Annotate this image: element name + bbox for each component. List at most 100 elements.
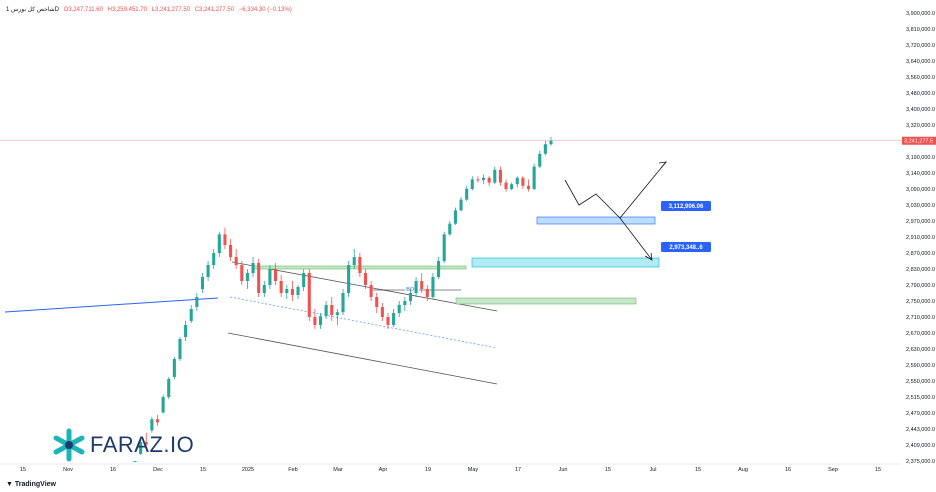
symbol-label[interactable]: شاخص کل بورس 1D — [6, 7, 59, 13]
y-tick-label: 2,590,000.0 — [906, 363, 935, 369]
candle — [538, 150, 542, 169]
cyan-zone — [471, 257, 660, 268]
candle — [347, 261, 351, 297]
candle-body — [200, 277, 205, 289]
y-tick-label: 2,515,000.0 — [906, 395, 935, 401]
candle — [510, 182, 514, 191]
candle — [318, 313, 323, 329]
candle — [470, 176, 474, 191]
long-trend-line — [4, 297, 219, 313]
y-tick-label: 2,750,000.0 — [906, 299, 935, 305]
candle-body — [144, 442, 148, 445]
candle — [498, 166, 502, 186]
candle-body — [262, 285, 266, 293]
last-price-badge — [902, 136, 936, 145]
candle — [167, 377, 171, 400]
candle — [521, 176, 525, 189]
candle-body — [510, 184, 514, 189]
candle — [459, 197, 463, 212]
x-tick-label: 2025 — [242, 467, 254, 473]
candle — [144, 432, 148, 447]
candle — [358, 253, 362, 277]
candle — [341, 289, 345, 315]
candle — [234, 249, 238, 269]
candle — [257, 259, 261, 297]
candle-body — [476, 179, 480, 181]
candle — [184, 321, 188, 341]
candle — [161, 394, 165, 414]
candle-body — [335, 312, 339, 315]
candle — [532, 163, 536, 191]
candle — [448, 221, 452, 236]
candle — [229, 239, 233, 261]
candle — [139, 439, 143, 455]
y-tick-label: 2,910,000.0 — [906, 235, 935, 241]
candle-body — [178, 339, 182, 359]
projection-path-down — [619, 217, 653, 261]
blue-zone — [536, 216, 656, 225]
y-tick-label: 2,409,000.0 — [906, 443, 935, 449]
candle — [403, 297, 407, 311]
candle-body — [437, 261, 441, 277]
candle — [189, 305, 193, 323]
candle-body — [318, 316, 323, 325]
candle-body — [195, 297, 199, 307]
candle-body — [217, 234, 221, 253]
candle-body — [245, 273, 249, 281]
x-tick-label: 15 — [200, 467, 206, 473]
y-tick-label: 3,640,000.0 — [906, 59, 935, 65]
candle-body — [358, 257, 362, 273]
candle — [543, 141, 547, 156]
candle — [324, 301, 328, 319]
candle — [296, 285, 300, 299]
tradingview-footer[interactable]: ▼ TradingView — [6, 481, 56, 488]
x-tick-label: Jul — [649, 467, 656, 473]
candle — [330, 297, 334, 321]
candle — [133, 461, 137, 462]
candle — [172, 357, 176, 379]
y-tick-label: 3,090,000.0 — [906, 187, 935, 193]
candle-body — [150, 419, 154, 431]
y-tick-label: 3,810,000.0 — [906, 27, 935, 33]
candle — [476, 176, 480, 183]
candle — [515, 176, 519, 188]
x-tick-label: Aug — [738, 467, 748, 473]
x-tick-label: Sep — [828, 467, 838, 473]
x-tick-label: Jun — [559, 467, 568, 473]
candle — [363, 269, 368, 289]
candle-body — [470, 179, 474, 189]
projection-path — [564, 161, 667, 219]
tradingview-icon: ▼ — [6, 481, 15, 488]
change-value: −6,334.30 (−0.13%) — [238, 7, 292, 13]
candle-body — [515, 177, 519, 185]
y-tick-label: 2,375,000.0 — [906, 459, 935, 465]
x-tick-label: Mar — [333, 467, 343, 473]
candle-body — [341, 293, 345, 313]
candle — [375, 293, 379, 313]
x-tick-label: Nov — [63, 467, 73, 473]
y-tick-label: 2,670,000.0 — [906, 331, 935, 337]
y-tick-label: 2,479,000.0 — [906, 411, 935, 417]
candle — [150, 417, 154, 433]
y-tick-label: 3,190,000.0 — [906, 155, 935, 161]
candle-body — [448, 223, 452, 235]
candle-body — [330, 305, 334, 315]
candle — [279, 275, 283, 297]
candle — [178, 337, 182, 361]
candle-body — [363, 273, 368, 285]
candle — [386, 313, 390, 329]
projection-arrow-down — [644, 252, 653, 261]
x-tick-label: 19 — [425, 467, 431, 473]
candle-body — [549, 140, 553, 145]
candle-body — [240, 265, 244, 281]
candle — [245, 269, 249, 289]
candle-body — [234, 257, 238, 265]
x-tick-label: 15 — [605, 467, 611, 473]
candle — [414, 277, 418, 297]
channel-mid-line — [229, 296, 498, 349]
candle-body — [189, 309, 193, 321]
candle-body — [493, 169, 497, 183]
candle — [195, 293, 199, 311]
x-tick-label: 16 — [110, 467, 116, 473]
